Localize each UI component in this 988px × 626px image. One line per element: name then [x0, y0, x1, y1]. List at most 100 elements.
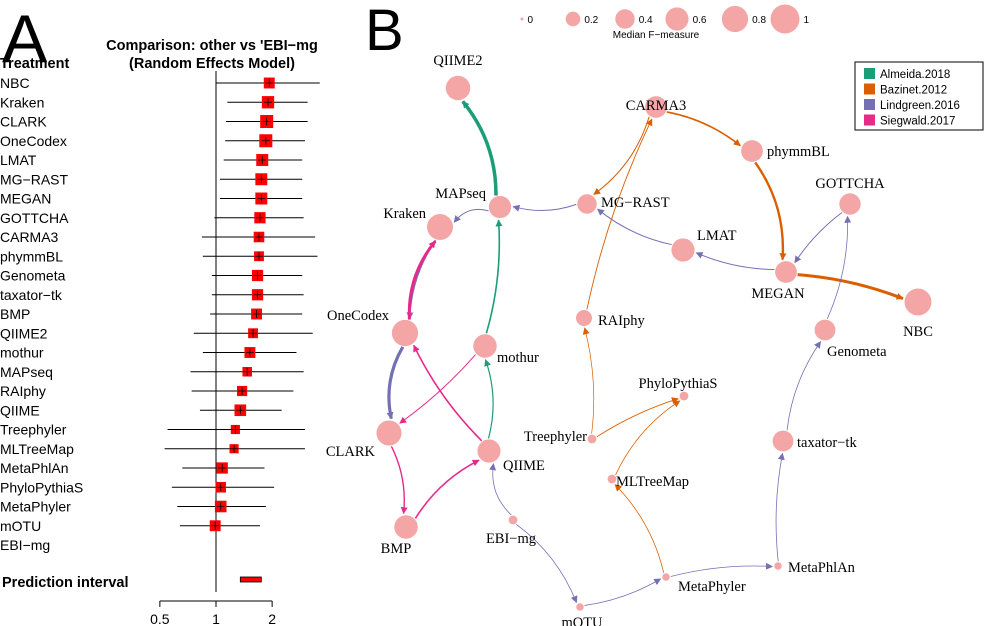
forest-row-metaphyler: [177, 500, 266, 513]
legend-swatch-bazinet-2012: [864, 83, 875, 95]
node-lmat: LMAT: [671, 228, 737, 262]
size-legend-value: 1: [804, 15, 810, 26]
forest-row-bmp: [210, 308, 303, 320]
size-legend-value: 0: [528, 15, 534, 26]
forest-row-label-mothur: mothur: [0, 345, 44, 361]
forest-row-label-metaphyler: MetaPhyler: [0, 499, 71, 515]
x-tick-label: 2: [268, 611, 276, 626]
legend-swatch-siegwald-2017: [864, 114, 875, 126]
node-circle: [576, 603, 584, 611]
forest-row-phylopythias: [171, 481, 275, 493]
color-legend-frame: [854, 61, 984, 131]
node-circle: [904, 288, 932, 316]
forest-row-label-gottcha: GOTTCHA: [0, 210, 69, 226]
node-ebi-mg: EBI−mg: [486, 515, 536, 547]
forest-row-label-mapseq: MAPseq: [0, 364, 53, 380]
node-metaphlan: MetaPhlAn: [774, 560, 856, 576]
node-label: EBI−mg: [486, 531, 536, 547]
node-gottcha: GOTTCHA: [815, 176, 885, 215]
edge-qiime-to-onecodex: [413, 344, 483, 442]
node-label: QIIME: [503, 458, 545, 474]
node-nbc: NBC: [903, 288, 933, 340]
node-qiime2: QIIME2: [433, 53, 483, 101]
node-circle: [772, 430, 794, 452]
x-tick-label: 0.5: [150, 611, 170, 626]
legend-label-bazinet-2012: Bazinet.2012: [880, 85, 947, 97]
node-circle: [645, 96, 667, 118]
size-legend-circle: [721, 5, 749, 33]
forest-row-label-ebi-mg: EBI−mg: [0, 537, 50, 553]
edge-ebi-mg-to-qiime: [489, 463, 512, 516]
forest-row-label-carma3: CARMA3: [0, 229, 59, 245]
forest-row-phymmbl: [202, 251, 318, 262]
network-panel: B 0 0.2 0.4 0.6 0.8 1 Median F−measure Almeid…: [326, 0, 984, 626]
node-kraken: Kraken: [383, 206, 453, 240]
node-circle: [576, 310, 592, 326]
forest-row-mapseq: [190, 367, 304, 377]
forest-row-label-phylopythias: PhyloPythiaS: [0, 479, 83, 495]
node-label: MetaPhyler: [678, 579, 746, 595]
size-legend-value: 0.6: [693, 15, 707, 26]
edge-metaphlan-to-taxator-tk: [775, 452, 785, 562]
forest-row-gottcha: [214, 212, 304, 224]
forest-row-label-mltreemap: MLTreeMap: [0, 441, 74, 457]
forest-row-label-metaphlan: MetaPhlAn: [0, 460, 68, 476]
node-circle: [445, 75, 471, 101]
panel-a-label: A: [2, 1, 48, 77]
forest-row-label-megan: MEGAN: [0, 191, 51, 207]
node-circle: [774, 562, 782, 570]
size-legend-circle: [520, 17, 524, 21]
forest-rows: NBC Kraken CLARK OneCodex LMAT MG−RAST MEGAN GO…: [0, 71, 320, 592]
node-circle: [473, 334, 497, 358]
node-label: BMP: [381, 541, 412, 557]
node-circle: [427, 214, 453, 240]
legend-label-almeida-2018: Almeida.2018: [880, 69, 950, 81]
forest-row-mothur: [202, 347, 297, 358]
forest-row-genometa: [211, 269, 303, 282]
node-label: taxator−tk: [797, 435, 857, 451]
size-legend-value: 0.2: [584, 15, 598, 26]
edge-onecodex-to-clark: [386, 346, 405, 420]
x-tick-label: 1: [212, 611, 220, 626]
node-mothur: mothur: [473, 334, 539, 366]
forest-row-carma3: [201, 231, 316, 243]
node-circle: [477, 439, 501, 463]
edge-gottcha-to-megan: [794, 212, 843, 264]
forest-row-label-qiime: QIIME: [0, 402, 40, 418]
forest-row-label-taxator-tk: taxator−tk: [0, 287, 63, 303]
size-legend-value: 0.4: [639, 15, 653, 26]
edge-phymmbl-to-megan: [754, 161, 787, 261]
size-legend: 0 0.2 0.4 0.6 0.8 1: [520, 4, 810, 34]
forest-row-nbc: [216, 77, 320, 89]
prediction-interval-label: Prediction interval: [2, 575, 129, 591]
legend-label-siegwald-2017: Siegwald.2017: [880, 116, 955, 128]
forest-row-megan: [219, 192, 303, 205]
node-label: MetaPhlAn: [788, 560, 856, 576]
edge-ebi-mg-to-motu: [516, 523, 578, 604]
node-circle: [839, 193, 861, 215]
forest-plot-panel: A Comparison: other vs 'EBI−mg (Random E…: [0, 1, 320, 626]
node-label: Treephyler: [524, 429, 587, 445]
node-circle: [671, 238, 695, 262]
node-circle: [814, 319, 836, 341]
node-phylopythias: PhyloPythiaS: [639, 376, 717, 401]
size-legend-circle: [770, 4, 800, 34]
edge-carma3-to-mg-rast: [593, 116, 650, 195]
node-label: mothur: [497, 350, 539, 366]
prediction-interval-bar: [239, 576, 262, 583]
edge-genometa-to-gottcha: [826, 215, 852, 319]
edge-carma3-to-phymmbl: [666, 111, 741, 147]
panel-b-label: B: [365, 0, 404, 63]
forest-row-lmat: [223, 154, 303, 166]
forest-row-label-qiime2: QIIME2: [0, 325, 48, 341]
edge-motu-to-metaphyler: [584, 578, 662, 606]
node-circle: [488, 195, 512, 219]
study-color-legend: Almeida.2018 Bazinet.2012 Lindgreen.2016 Si…: [854, 61, 984, 131]
forest-title-line2: (Random Effects Model): [129, 56, 295, 72]
network-nodes: QIIME2 CARMA3 phymmBL MAPseq MG−RAST Kraken GO…: [326, 53, 933, 626]
forest-row-label-motu: mOTU: [0, 518, 41, 534]
network-edges: [386, 100, 904, 606]
node-label: CLARK: [326, 444, 376, 460]
node-qiime: QIIME: [477, 439, 545, 474]
node-motu: mOTU: [561, 603, 603, 626]
